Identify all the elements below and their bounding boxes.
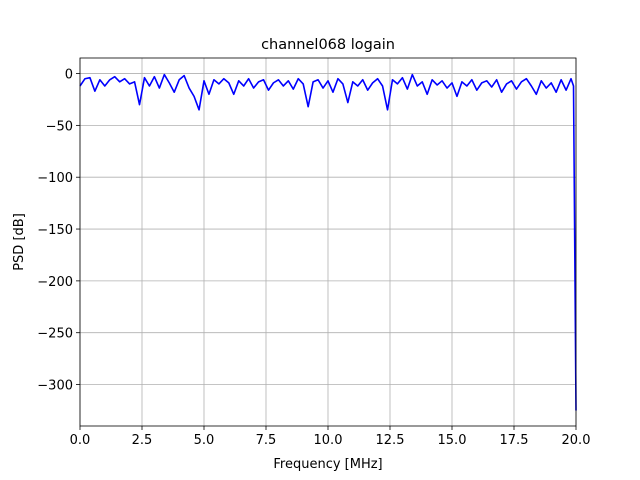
data-line: [79, 73, 577, 411]
x-tick-label: 12.5: [376, 433, 405, 448]
x-tick-label: 10.0: [314, 433, 343, 448]
x-axis-label: Frequency [MHz]: [273, 457, 382, 472]
x-tick-label: 7.5: [256, 433, 277, 448]
x-tick-label: 15.0: [438, 433, 467, 448]
y-tick-label: 0: [65, 68, 73, 83]
x-tick-label: 0.0: [70, 433, 91, 448]
y-tick-label: −250: [37, 327, 73, 342]
x-tick-label: 17.5: [500, 433, 529, 448]
y-tick-label: −100: [37, 171, 73, 186]
x-tick-label: 5.0: [194, 433, 215, 448]
x-tick-label: 20.0: [562, 433, 591, 448]
chart-title: channel068 logain: [261, 37, 395, 53]
plot-frame: [79, 57, 577, 427]
y-tick-label: −200: [37, 275, 73, 290]
y-tick-label: −50: [46, 119, 73, 134]
y-tick-label: −150: [37, 223, 73, 238]
x-tick-label: 2.5: [132, 433, 153, 448]
y-axis-label: PSD [dB]: [12, 213, 27, 271]
y-tick-label: −300: [37, 379, 73, 394]
